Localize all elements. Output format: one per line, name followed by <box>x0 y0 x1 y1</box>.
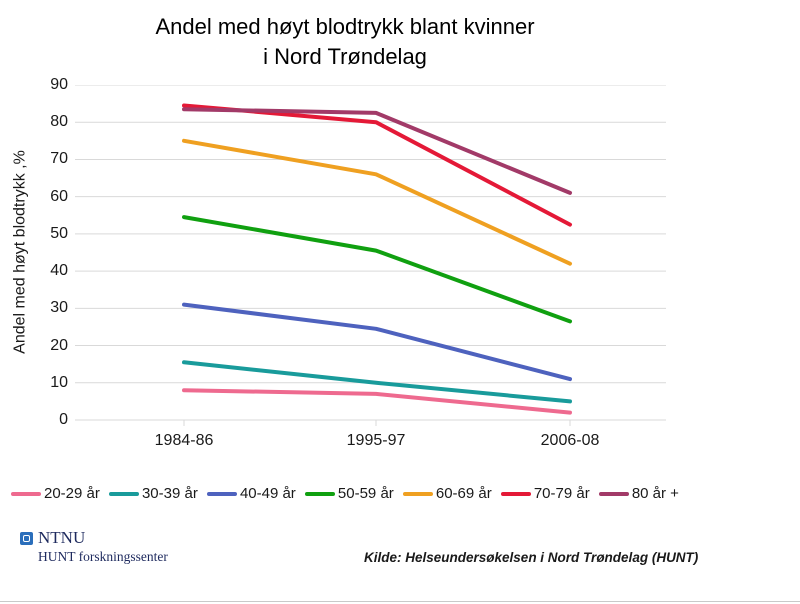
chart-title-line2: i Nord Trøndelag <box>263 44 427 69</box>
slide-bottom-border <box>0 601 800 602</box>
legend-swatch-icon <box>304 491 335 496</box>
legend: 20-29 år 30-39 år 40-49 år 50-59 år 60-69 år… <box>11 485 679 502</box>
legend-label: 80 år + <box>631 485 679 502</box>
y-tick-label-20: 20 <box>50 336 68 354</box>
chart-title-line1: Andel med høyt blodtrykk blant kvinner <box>155 14 535 39</box>
legend-swatch-icon <box>500 491 531 496</box>
legend-swatch-icon <box>11 491 41 496</box>
series-line-0 <box>182 388 572 415</box>
y-tick-label-50: 50 <box>50 224 68 242</box>
y-tick-label-60: 60 <box>50 187 68 205</box>
y-tick-label-90: 90 <box>50 76 68 93</box>
plot-area <box>75 85 666 426</box>
legend-swatch-icon <box>206 491 237 496</box>
legend-label: 50-59 år <box>337 485 394 502</box>
y-tick-label-40: 40 <box>50 262 68 280</box>
legend-item-6: 80 år + <box>598 485 679 502</box>
legend-item-3: 50-59 år <box>304 485 394 502</box>
legend-label: 40-49 år <box>239 485 296 502</box>
series-line-3 <box>182 215 572 324</box>
y-tick-label-80: 80 <box>50 113 68 131</box>
y-tick-label-10: 10 <box>50 373 68 391</box>
ntnu-logo-icon <box>20 531 33 545</box>
series-line-1 <box>182 360 572 404</box>
y-tick-label-0: 0 <box>59 411 68 428</box>
ntnu-logo-subtext: HUNT forskningssenter <box>38 549 168 564</box>
legend-item-2: 40-49 år <box>206 485 296 502</box>
series-line-5 <box>182 103 572 227</box>
legend-label: 70-79 år <box>533 485 590 502</box>
legend-item-5: 70-79 år <box>500 485 590 502</box>
ntnu-logo: NTNU HUNT forskningssenter <box>20 528 168 565</box>
legend-label: 60-69 år <box>435 485 492 502</box>
x-tick-label-1: 1995-97 <box>346 432 406 449</box>
series-line-6 <box>182 107 572 195</box>
ntnu-logo-text: NTNU <box>38 528 86 547</box>
legend-swatch-icon <box>598 491 629 496</box>
y-tick-label-30: 30 <box>50 299 68 317</box>
legend-item-4: 60-69 år <box>402 485 492 502</box>
legend-label: 20-29 år <box>44 485 100 502</box>
series-line-4 <box>182 138 572 266</box>
legend-item-1: 30-39 år <box>108 485 198 502</box>
x-tick-label-0: 1984-86 <box>154 432 214 449</box>
legend-swatch-icon <box>402 491 433 496</box>
y-axis-title: Andel med høyt blodtrykk ,% <box>11 150 29 354</box>
legend-item-0: 20-29 år <box>11 485 100 502</box>
y-tick-label-70: 70 <box>50 150 68 168</box>
legend-label: 30-39 år <box>141 485 198 502</box>
x-tick-label-2: 2006-08 <box>540 432 600 449</box>
source-text: Kilde: Helseundersøkelsen i Nord Trøndel… <box>364 550 699 565</box>
chart-title: Andel med høyt blodtrykk blant kvinner i… <box>0 12 690 72</box>
series-line-2 <box>182 302 572 382</box>
legend-swatch-icon <box>108 491 139 496</box>
